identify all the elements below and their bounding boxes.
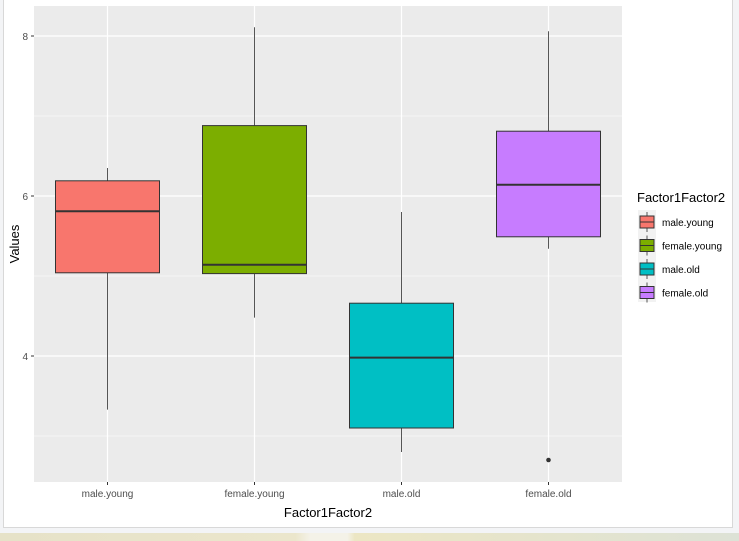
x-tick-label: male.old [383, 489, 421, 500]
legend-label: male.old [662, 265, 700, 276]
box-male.young [55, 180, 160, 274]
y-axis-title: Values [7, 224, 22, 263]
y-tick-label: 6 [22, 192, 28, 203]
legend-title: Factor1Factor2 [637, 190, 725, 205]
box-female.young [202, 125, 307, 275]
legend-label: female.young [662, 242, 722, 253]
legend-label: female.old [662, 289, 708, 300]
legend-key-background [638, 210, 656, 302]
x-tick-label: female.young [224, 489, 284, 500]
y-tick-label: 4 [22, 352, 28, 363]
x-tick-label: male.young [82, 489, 134, 500]
box-male.old [349, 302, 454, 429]
y-tick-label: 8 [22, 32, 28, 43]
x-tick-label: female.old [525, 489, 571, 500]
legend-label: male.young [662, 218, 714, 229]
x-axis-title: Factor1Factor2 [284, 505, 372, 520]
taskbar-strip [0, 533, 739, 541]
outlier-point [546, 457, 551, 463]
legend: Factor1Factor2 male.young female.young mal… [637, 190, 725, 303]
